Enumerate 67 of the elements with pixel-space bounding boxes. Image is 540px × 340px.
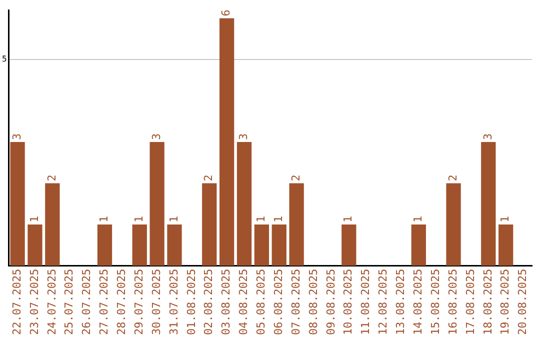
- data-label: 1: [342, 216, 355, 223]
- bar: [10, 142, 25, 266]
- x-tick-label: 10.08.2025: [342, 268, 355, 336]
- x-tick-label: 30.07.2025: [150, 268, 163, 336]
- bar: [219, 18, 234, 266]
- data-label: 1: [412, 216, 425, 223]
- bar: [45, 183, 60, 266]
- data-label: 2: [45, 174, 58, 182]
- x-tick-label: 07.08.2025: [289, 268, 302, 336]
- x-tick-label: 19.08.2025: [498, 268, 512, 336]
- data-label: 1: [132, 216, 146, 223]
- x-tick-label: 12.08.2025: [376, 268, 390, 336]
- x-tick-label: 24.07.2025: [45, 268, 58, 336]
- bar: [150, 142, 164, 266]
- data-label: 3: [10, 133, 24, 140]
- x-tick-label: 03.08.2025: [220, 268, 233, 336]
- data-label: 1: [498, 216, 512, 223]
- bar: [411, 224, 426, 266]
- bar: [97, 224, 112, 266]
- x-tick-label: 18.08.2025: [481, 268, 494, 336]
- data-label: 6: [220, 10, 233, 16]
- bar: [289, 183, 304, 266]
- data-label: 3: [237, 133, 250, 140]
- x-tick-label: 16.08.2025: [446, 268, 460, 336]
- data-label: 1: [254, 216, 268, 223]
- x-tick-label: 17.08.2025: [464, 268, 477, 336]
- x-tick-label: 31.07.2025: [167, 268, 180, 336]
- x-tick-label: 01.08.2025: [184, 268, 198, 336]
- bar: [342, 224, 356, 266]
- x-tick-label: 22.07.2025: [10, 268, 24, 336]
- data-label: 1: [272, 216, 285, 223]
- x-tick-label: 04.08.2025: [237, 268, 250, 336]
- data-label: 3: [150, 133, 163, 140]
- x-tick-label: 13.08.2025: [394, 268, 408, 336]
- x-tick-label: 08.08.2025: [306, 268, 320, 336]
- bar: [498, 224, 514, 266]
- bar: [446, 183, 461, 266]
- x-tick-label: 11.08.2025: [359, 268, 372, 336]
- data-label: 1: [98, 216, 111, 223]
- x-tick-label: 27.07.2025: [98, 268, 111, 336]
- y-tick-label: 5: [2, 54, 7, 64]
- data-label: 2: [202, 174, 216, 182]
- x-tick-label: 05.08.2025: [254, 268, 268, 336]
- bar: [132, 224, 147, 266]
- x-tick-label: 02.08.2025: [202, 268, 216, 336]
- data-label: 1: [167, 216, 180, 223]
- data-label: 3: [481, 133, 494, 140]
- x-tick-label: 25.07.2025: [62, 268, 76, 336]
- data-label: 2: [289, 174, 302, 182]
- x-tick-label: 09.08.2025: [324, 268, 338, 336]
- x-tick-label: 20.08.2025: [516, 268, 530, 336]
- data-label: 2: [446, 174, 460, 182]
- bar: [272, 224, 286, 266]
- x-tick-label: 28.07.2025: [115, 268, 128, 336]
- bar: [254, 224, 270, 266]
- x-tick-label: 26.07.2025: [80, 268, 94, 336]
- bar: [28, 224, 42, 266]
- bar: [236, 142, 252, 266]
- x-tick-label: 15.08.2025: [428, 268, 442, 336]
- data-label: 1: [28, 216, 41, 223]
- bar: [202, 183, 217, 266]
- bar: [481, 142, 496, 266]
- x-tick-label: 14.08.2025: [412, 268, 425, 336]
- x-tick-label: 29.07.2025: [132, 268, 146, 336]
- bar: [167, 224, 182, 266]
- x-tick-label: 06.08.2025: [272, 268, 285, 336]
- x-tick-label: 23.07.2025: [28, 268, 41, 336]
